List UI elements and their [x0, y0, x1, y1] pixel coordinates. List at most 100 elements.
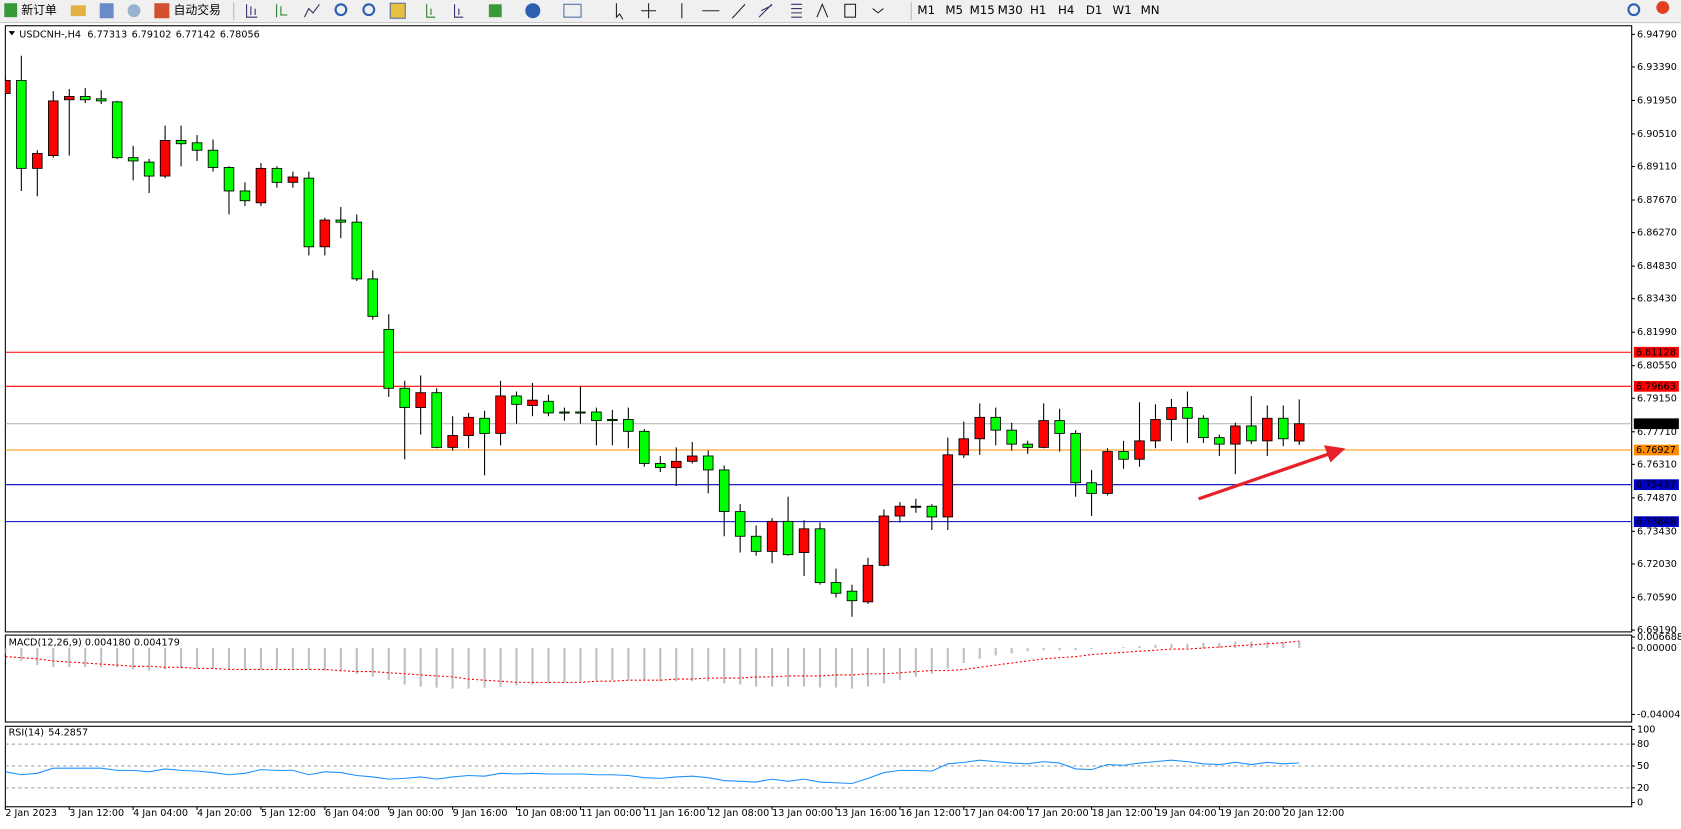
- macd-plot: [5, 640, 1301, 689]
- candle-body: [814, 528, 826, 583]
- timeframe-button[interactable]: MN: [1141, 3, 1160, 17]
- toolbar-icon[interactable]: [303, 3, 320, 18]
- label-tool[interactable]: [844, 3, 857, 18]
- auto-trading-button[interactable]: 自动交易: [174, 3, 221, 17]
- rsi-header: RSI(14) 54.2857: [9, 728, 89, 739]
- new-order-icon[interactable]: [4, 3, 18, 18]
- rsi-panel: [4, 725, 1633, 808]
- toolbar-bg: [0, 0, 1681, 23]
- candle-body: [1006, 429, 1017, 445]
- candle-body: [1182, 407, 1193, 419]
- draw-tools[interactable]: [791, 3, 802, 18]
- candle-body: [143, 161, 155, 177]
- annotation-arrow: [1198, 445, 1346, 501]
- timeframe-button[interactable]: D1: [1086, 3, 1103, 17]
- candle-body: [1038, 420, 1049, 448]
- level-label-bg: [1633, 346, 1679, 358]
- y-tick-label: 6.73430: [1637, 526, 1677, 537]
- high-value: 6.79102: [132, 29, 172, 40]
- x-tick-label: 19 Jan 04:00: [1155, 808, 1216, 819]
- chart-header: USDCNH-,H4 6.77313 6.79102 6.77142 6.78056: [19, 29, 259, 40]
- zoom-out[interactable]: [362, 3, 376, 17]
- candle-body: [1262, 417, 1273, 442]
- toolbar-icon[interactable]: [563, 3, 582, 18]
- arrow-shaft: [1198, 452, 1330, 501]
- toolbar-icon[interactable]: [389, 2, 406, 19]
- candle-body: [1150, 419, 1161, 442]
- timeframe-button[interactable]: M5: [945, 3, 963, 17]
- draw-tools[interactable]: [758, 3, 773, 18]
- timeframe-button[interactable]: M1: [917, 3, 935, 17]
- arrows-tool[interactable]: [872, 8, 884, 14]
- toolbar-icon[interactable]: [246, 4, 258, 18]
- draw-tools[interactable]: [681, 3, 746, 19]
- x-tick-label: 10 Jan 08:00: [517, 808, 578, 819]
- level-label-bg: [1633, 479, 1679, 491]
- candle-body: [351, 221, 363, 280]
- toolbar-icon[interactable]: [70, 5, 86, 17]
- level-label: 6.78056: [1636, 419, 1676, 430]
- candle-body: [559, 411, 570, 414]
- level-label-bg: [1633, 444, 1679, 456]
- x-tick-label: 17 Jan 20:00: [1028, 808, 1089, 819]
- search[interactable]: [1627, 3, 1641, 17]
- x-tick-label: 12 Jan 08:00: [708, 808, 769, 819]
- toolbar-icon[interactable]: [488, 4, 502, 18]
- candle-body: [623, 419, 634, 432]
- candle-body: [64, 96, 75, 101]
- candle-body: [527, 399, 538, 406]
- x-tick-label: 17 Jan 04:00: [964, 808, 1025, 819]
- level-label: 6.76927: [1636, 445, 1676, 456]
- candle-body: [830, 582, 842, 594]
- x-tick-label: 5 Jan 12:00: [261, 808, 316, 819]
- timeframe-button[interactable]: H1: [1030, 3, 1046, 17]
- candle-body: [48, 100, 59, 157]
- candle-body: [399, 387, 410, 409]
- x-tick-label: 2 Jan 2023: [5, 808, 57, 819]
- toolbar-icon[interactable]: [127, 4, 141, 18]
- candle-body: [1230, 425, 1241, 445]
- macd-panel: [4, 634, 1633, 723]
- rsi-value: 54.2857: [48, 728, 88, 739]
- notifications[interactable]: [1656, 1, 1670, 14]
- timeframe-button[interactable]: M30: [998, 3, 1023, 17]
- close-value: 6.78056: [220, 29, 260, 40]
- zoom-in[interactable]: [334, 3, 348, 17]
- toolbar-icon[interactable]: [99, 3, 114, 19]
- macd-header: MACD(12,26,9) 0.004180 0.004179: [9, 638, 180, 649]
- candle-body: [1214, 437, 1225, 445]
- y-tick-label: 6.72030: [1637, 559, 1677, 570]
- cursor-tool[interactable]: [615, 3, 624, 20]
- timeframe-button[interactable]: H4: [1058, 3, 1074, 17]
- candle-body: [671, 460, 682, 469]
- x-tick-label: 4 Jan 20:00: [197, 808, 252, 819]
- candle-body: [431, 392, 442, 448]
- timeframe-button[interactable]: M15: [970, 3, 995, 17]
- candle-body: [175, 140, 187, 145]
- toolbar-icon[interactable]: [454, 4, 464, 18]
- candle-body: [878, 515, 890, 566]
- candle-body: [111, 101, 123, 159]
- y-tick-label: 6.90510: [1637, 129, 1677, 140]
- timeframe-button[interactable]: W1: [1113, 3, 1132, 17]
- candle-body: [1070, 432, 1081, 484]
- y-tick-label: -0.040045: [1637, 709, 1681, 720]
- candle-body: [223, 167, 235, 192]
- toolbar-icon[interactable]: [525, 3, 541, 19]
- auto-trading-icon[interactable]: [154, 3, 170, 19]
- candle-body: [32, 153, 43, 169]
- toolbar-icon[interactable]: [276, 4, 288, 18]
- candle-body: [926, 505, 938, 518]
- candle-body: [1278, 417, 1289, 440]
- candle-body: [702, 455, 714, 471]
- text-tool[interactable]: [816, 2, 829, 18]
- candle-body: [127, 157, 139, 162]
- candle-body: [511, 395, 522, 405]
- new-order-button[interactable]: 新订单: [21, 3, 57, 17]
- crosshair-tool[interactable]: [641, 3, 657, 19]
- candle-body: [718, 469, 730, 513]
- candle-body: [303, 177, 315, 248]
- candle-body: [447, 435, 458, 448]
- toolbar-icon[interactable]: [426, 4, 436, 18]
